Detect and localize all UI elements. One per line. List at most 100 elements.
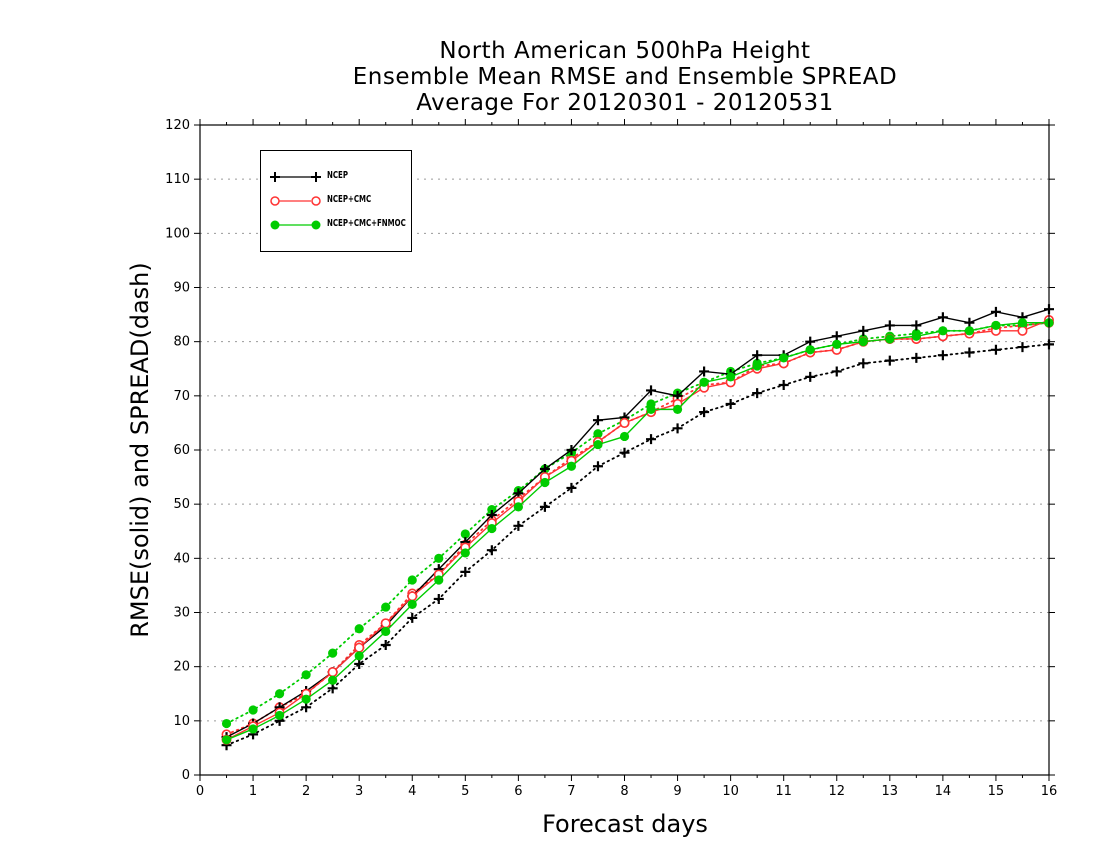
x-tick-label: 8 — [620, 784, 628, 799]
series-ncep-cmc-spread — [221, 317, 1055, 740]
point-plus — [831, 331, 842, 342]
y-tick-label: 40 — [173, 551, 190, 566]
point-filled-circle — [248, 724, 258, 734]
point-plus — [884, 355, 895, 366]
y-tick-label: 80 — [173, 335, 190, 350]
point-filled-circle — [328, 648, 338, 658]
point-filled-circle — [274, 710, 285, 721]
point-filled-circle — [646, 404, 656, 414]
point-filled-circle — [513, 502, 523, 512]
point-filled-circle — [752, 361, 762, 371]
point-filled-circle — [540, 477, 550, 488]
y-tick-label: 50 — [173, 497, 190, 512]
point-plus — [911, 320, 922, 331]
point-plus — [699, 366, 710, 377]
y-tick-label: 30 — [173, 606, 190, 621]
y-tick-label: 0 — [182, 768, 190, 783]
x-tick-label: 4 — [408, 784, 416, 799]
legend-swatch-ncep-cmc — [270, 196, 321, 206]
legend: NCEP NCEP+CMC NCEP+CMC+FNMOC — [260, 150, 412, 252]
point-plus — [460, 566, 471, 577]
point-open-circle — [327, 667, 338, 678]
series-ncep-spread — [221, 339, 1054, 751]
y-tick-label: 90 — [173, 281, 190, 296]
point-plus — [1017, 342, 1028, 353]
point-filled-circle — [328, 675, 338, 685]
point-plus — [327, 683, 338, 694]
point-filled-circle — [832, 339, 842, 349]
point-filled-circle — [938, 326, 948, 336]
point-open-circle — [380, 618, 391, 629]
point-plus — [778, 380, 789, 390]
point-filled-circle — [487, 504, 497, 515]
legend-entry-ncep-cmc: NCEP+CMC — [261, 189, 411, 213]
legend-entry-ncep: NCEP — [261, 165, 411, 189]
point-plus — [513, 520, 524, 531]
point-plus — [566, 482, 577, 493]
point-filled-circle — [672, 404, 683, 414]
y-axis-label: RMSE(solid) and SPREAD(dash) — [126, 262, 154, 638]
point-filled-circle — [699, 377, 709, 387]
point-filled-circle — [726, 372, 736, 382]
point-plus — [858, 325, 869, 336]
point-filled-circle — [407, 575, 417, 585]
point-filled-circle — [779, 353, 789, 363]
x-tick-label: 10 — [722, 784, 739, 799]
x-tick-label: 16 — [1041, 784, 1058, 799]
chart-title-line-1: North American 500hPa Height — [439, 38, 811, 64]
x-tick-label: 1 — [249, 784, 257, 799]
series-layer — [221, 304, 1055, 751]
point-plus — [539, 501, 550, 512]
x-tick-label: 5 — [461, 784, 469, 799]
point-filled-circle — [487, 523, 497, 534]
point-plus — [964, 317, 975, 328]
point-filled-circle — [460, 548, 470, 558]
point-plus — [805, 371, 816, 382]
x-tick-label: 2 — [302, 784, 310, 799]
point-plus — [699, 407, 710, 418]
chart-title-line-3: Average For 20120301 - 20120531 — [416, 90, 834, 116]
point-plus — [990, 306, 1001, 317]
point-filled-circle — [301, 694, 311, 704]
legend-swatch-ncep — [270, 172, 321, 182]
y-tick-label: 20 — [173, 660, 190, 675]
point-filled-circle — [301, 670, 311, 680]
point-filled-circle — [248, 705, 258, 715]
point-filled-circle — [885, 334, 895, 344]
point-plus — [566, 445, 577, 455]
point-filled-circle — [434, 575, 444, 585]
point-plus — [619, 447, 630, 458]
point-open-circle — [407, 591, 418, 602]
x-tick-label: 3 — [355, 784, 363, 799]
point-plus — [354, 658, 365, 669]
point-filled-circle — [619, 431, 630, 442]
point-filled-circle — [566, 461, 577, 471]
point-filled-circle — [964, 326, 975, 336]
x-tick-label: 0 — [196, 784, 204, 799]
point-plus — [990, 344, 1001, 355]
y-tick-label: 60 — [173, 443, 190, 458]
point-plus — [805, 336, 816, 347]
point-filled-circle — [911, 331, 921, 341]
point-plus — [407, 612, 418, 623]
series-ncep-cmc-fnmoc-rmse — [221, 318, 1054, 745]
point-filled-circle — [434, 553, 444, 563]
legend-entry-ncep-cmc-fnmoc: NCEP+CMC+FNMOC — [261, 213, 411, 237]
point-filled-circle — [274, 689, 285, 699]
point-plus — [725, 398, 736, 409]
point-filled-circle — [381, 626, 391, 637]
point-plus — [937, 312, 948, 323]
point-plus — [937, 350, 948, 361]
point-plus — [646, 434, 657, 445]
point-filled-circle — [221, 718, 232, 729]
point-filled-circle — [407, 599, 417, 609]
point-plus — [380, 640, 391, 650]
x-tick-label: 9 — [673, 784, 681, 799]
point-filled-circle — [805, 345, 815, 355]
legend-label-ncep-cmc: NCEP+CMC — [327, 194, 372, 205]
point-plus — [831, 366, 842, 377]
point-plus — [752, 350, 763, 361]
x-tick-label: 7 — [567, 784, 575, 799]
point-plus — [858, 358, 869, 369]
